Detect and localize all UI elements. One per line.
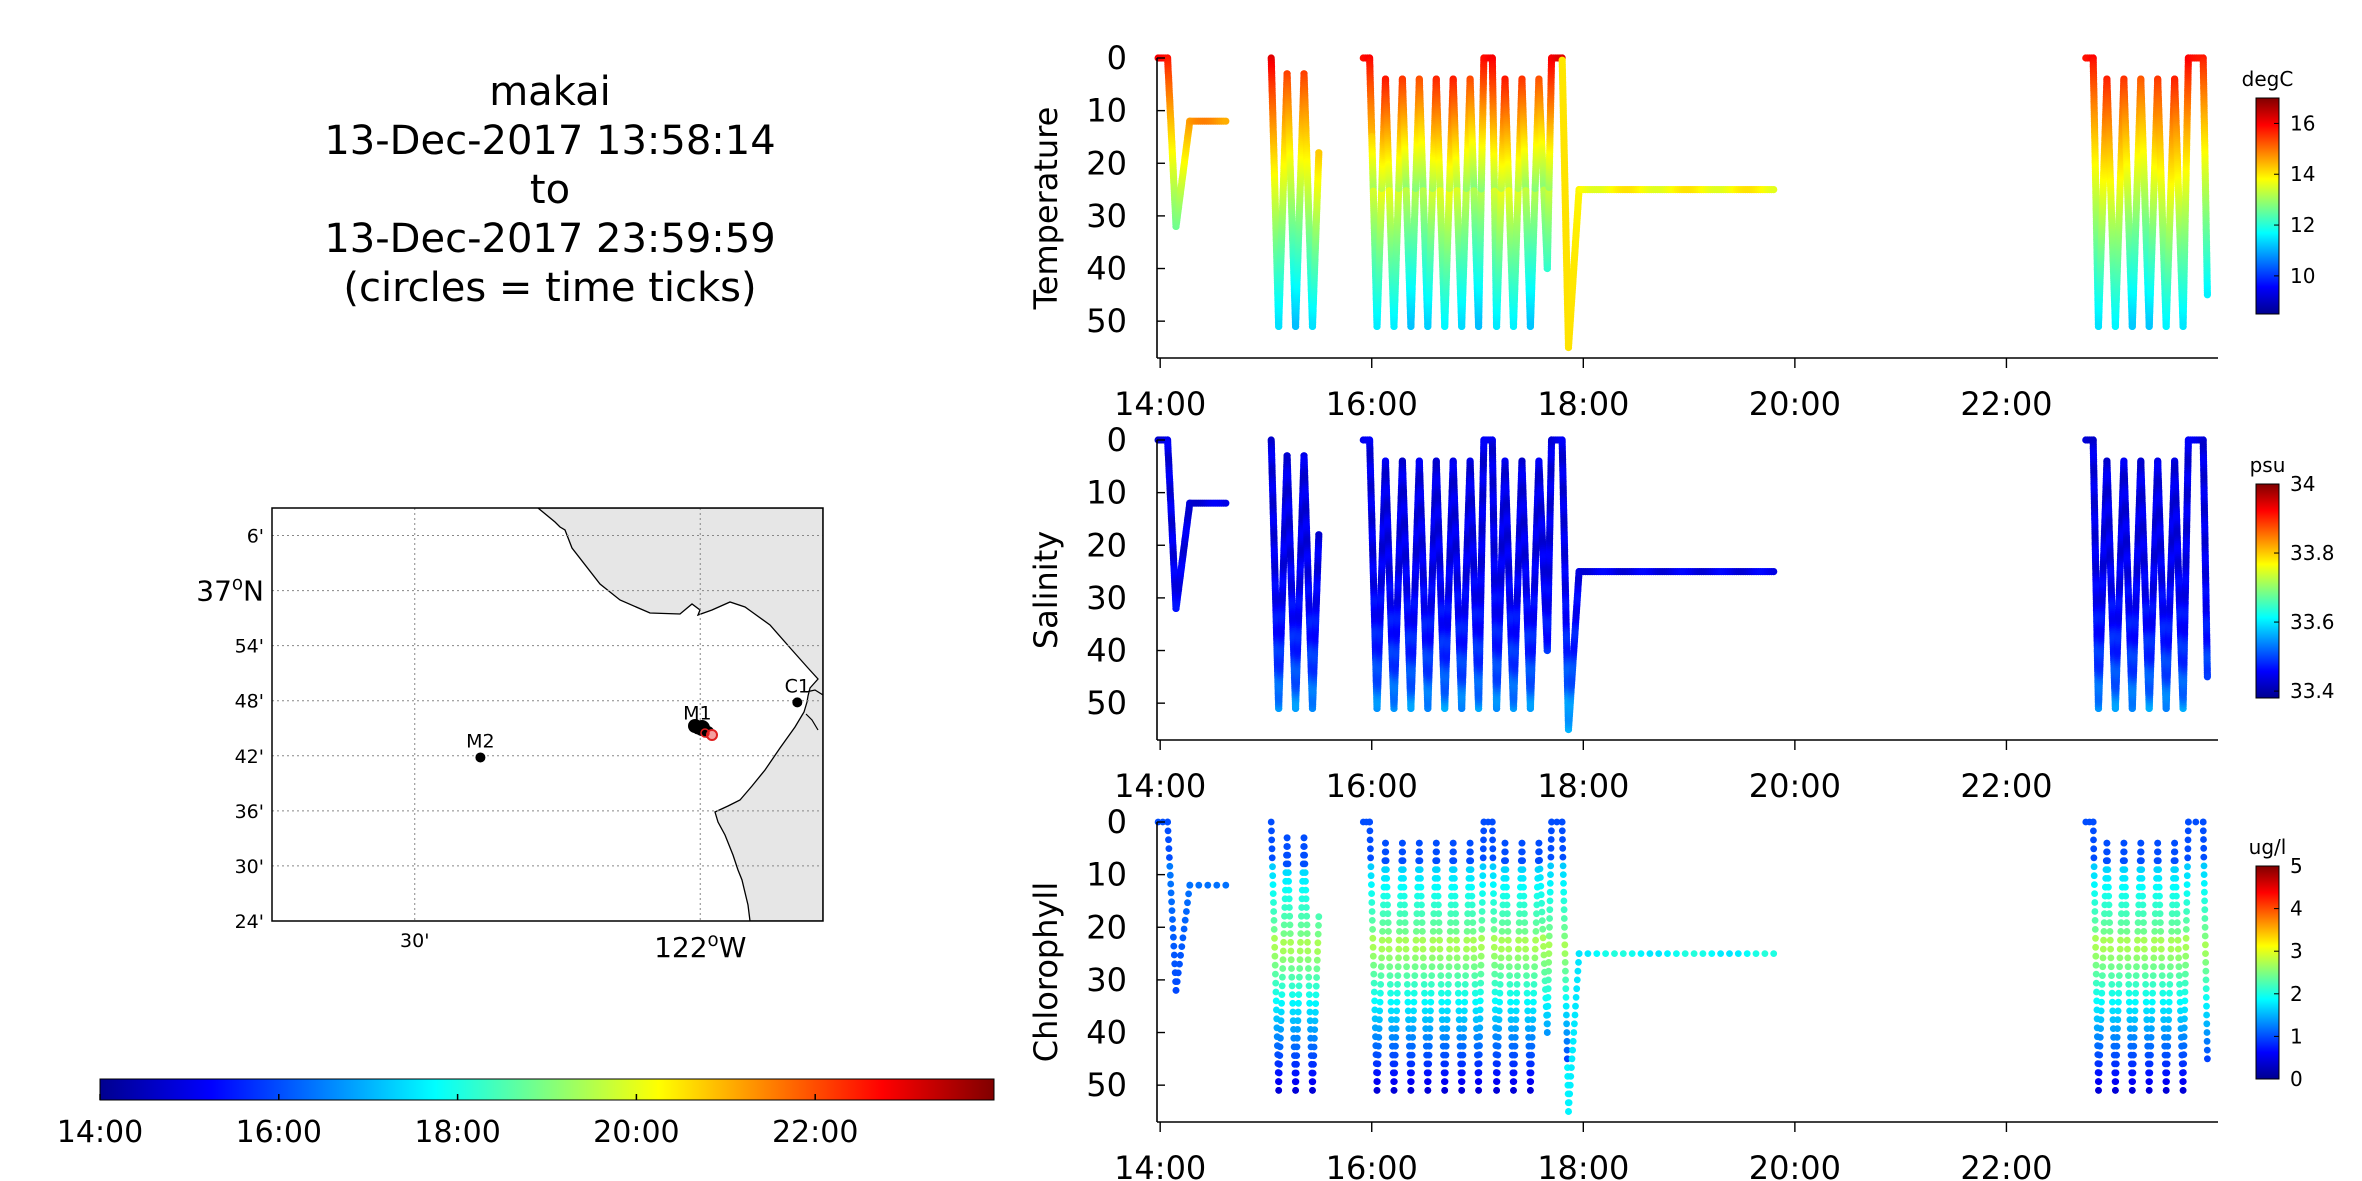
map-frame [271, 507, 824, 922]
data-point [1315, 149, 1323, 157]
location-map: 6' 37oN 54' 48' 42' 36' 30' 24' 30' 122oW M2 M1 C1 [196, 507, 824, 964]
time-colorbar-gradient [99, 1078, 995, 1101]
figure-title: makai 13-Dec-2017 13:58:14 to 13-Dec-201… [190, 68, 910, 313]
map-stations: M2 M1 C1 [466, 675, 810, 763]
station-marker-m2 [475, 752, 486, 763]
station-label-m2: M2 [466, 730, 494, 752]
map-lon-tick-label: 30' [400, 930, 429, 952]
time-colorbar-tick-label: 18:00 [414, 1115, 500, 1150]
time-colorbar-ticks: 14:00 16:00 18:00 20:00 22:00 [57, 1094, 858, 1150]
data-point [1222, 117, 1230, 125]
temperature-data-points [1154, 54, 2211, 352]
map-lat-tick-label: 30' [235, 856, 264, 878]
title-line-note: (circles = time ticks) [343, 265, 757, 311]
station-marker-c1 [792, 697, 803, 708]
station-label-c1: C1 [785, 675, 810, 697]
coastline-land [536, 508, 823, 921]
map-lat-tick-label: 6' [247, 526, 264, 548]
data-point [1770, 186, 1778, 194]
map-lat-tick-label: 54' [235, 636, 264, 658]
map-lat-tick-label: 36' [235, 801, 264, 823]
title-line-end-time: 13-Dec-2017 23:59:59 [324, 216, 776, 262]
map-lat-tick-label: 42' [235, 746, 264, 768]
time-colorbar-tick-label: 20:00 [593, 1115, 679, 1150]
station-label-m1: M1 [683, 702, 711, 724]
time-colorbar-tick-label: 16:00 [236, 1115, 322, 1150]
time-colorbar-tick-label: 22:00 [772, 1115, 858, 1150]
vehicle-position-cluster [688, 719, 718, 741]
title-line-platform: makai [489, 69, 611, 115]
title-line-to: to [529, 167, 571, 213]
map-lat-tick-label: 24' [235, 911, 264, 933]
map-lat-tick-label: 48' [235, 691, 264, 713]
time-colorbar-tick-label: 14:00 [57, 1115, 143, 1150]
coastline-detail [805, 689, 823, 731]
map-lon-tick-label: 122oW [654, 930, 746, 964]
title-line-start-time: 13-Dec-2017 13:58:14 [324, 118, 776, 164]
time-colorbar: 14:00 16:00 18:00 20:00 22:00 [57, 1078, 995, 1150]
map-lat-tick-label: 37oN [196, 573, 264, 607]
map-tick-labels: 6' 37oN 54' 48' 42' 36' 30' 24' 30' 122oW [196, 526, 746, 964]
